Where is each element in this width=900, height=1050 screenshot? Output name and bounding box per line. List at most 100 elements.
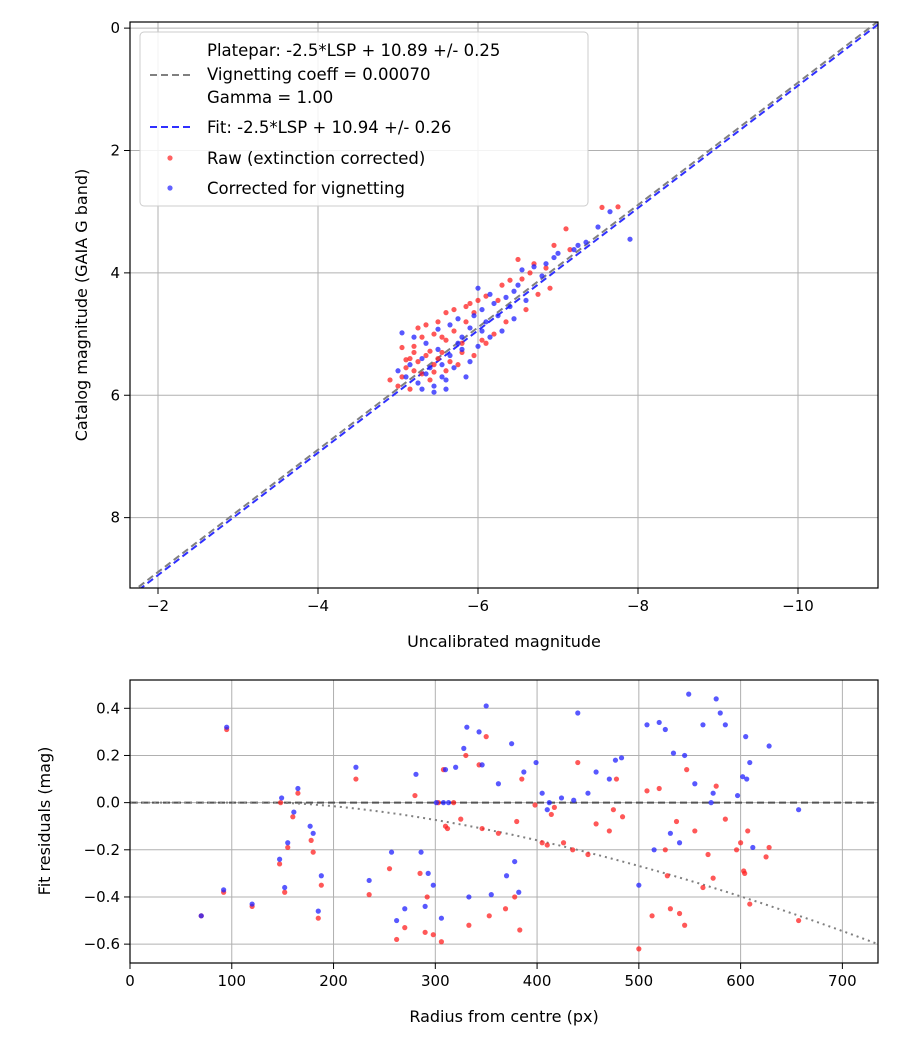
residuals-xlabel: Radius from centre (px) — [409, 1007, 598, 1026]
raw-point — [547, 285, 553, 291]
corrected-point — [488, 892, 494, 898]
corrected-point — [277, 856, 283, 862]
raw-point — [278, 800, 284, 806]
raw-point — [407, 355, 413, 362]
legend-corrected: Corrected for vignetting — [207, 179, 405, 198]
x-tick-label: 0 — [125, 972, 135, 990]
raw-point — [649, 913, 655, 919]
corrected-point — [750, 844, 756, 851]
corrected-point — [575, 242, 581, 248]
corrected-point — [279, 795, 285, 801]
corrected-point — [438, 915, 445, 921]
corrected-point — [353, 764, 359, 770]
corrected-point — [431, 383, 437, 389]
raw-point — [451, 800, 457, 806]
raw-point — [523, 306, 529, 313]
y-tick-label: 2 — [110, 141, 120, 159]
corrected-point — [499, 328, 505, 334]
calibration-ticks: −2 −4 −6 −8 −10 0 2 4 6 8 — [110, 19, 813, 615]
raw-point — [483, 340, 489, 346]
legend-raw-swatch — [167, 155, 173, 161]
corrected-point — [315, 908, 321, 914]
raw-point — [387, 377, 393, 383]
raw-point — [503, 319, 509, 325]
corrected-point — [440, 800, 447, 806]
raw-point — [722, 816, 728, 822]
raw-point — [615, 204, 621, 210]
corrected-point — [467, 325, 473, 331]
corrected-point — [447, 352, 453, 359]
corrected-point — [479, 328, 485, 334]
corrected-point — [476, 729, 482, 735]
corrected-point — [423, 340, 429, 346]
corrected-point — [682, 752, 688, 759]
corrected-point — [455, 316, 461, 322]
legend-corrected-swatch — [167, 185, 173, 191]
legend-gamma: Gamma = 1.00 — [207, 88, 333, 107]
raw-point — [318, 882, 324, 888]
corrected-point — [495, 781, 502, 787]
corrected-point — [555, 250, 561, 256]
corrected-point — [747, 759, 753, 766]
raw-point — [535, 291, 541, 297]
raw-point — [502, 906, 509, 912]
corrected-point — [459, 346, 465, 352]
raw-point — [575, 759, 581, 766]
x-tick-label: 100 — [217, 972, 246, 990]
corrected-point — [433, 800, 439, 806]
y-tick-label: 0.2 — [96, 746, 120, 764]
corrected-point — [651, 847, 657, 853]
raw-point — [560, 840, 567, 846]
corrected-point — [439, 362, 445, 368]
corrected-point — [507, 303, 513, 310]
corrected-point — [700, 722, 706, 728]
corrected-point — [407, 362, 413, 368]
corrected-point — [487, 291, 493, 297]
raw-point — [427, 377, 433, 383]
raw-point — [514, 818, 520, 825]
x-tick-label: 700 — [828, 972, 857, 990]
corrected-point — [461, 745, 467, 751]
raw-point — [411, 343, 417, 349]
raw-point — [662, 847, 668, 853]
raw-point — [543, 265, 549, 271]
corrected-point — [483, 319, 489, 325]
calibration-fit-lines — [135, 22, 878, 588]
corrected-point — [422, 903, 428, 910]
corrected-point — [692, 781, 698, 787]
corrected-point — [221, 887, 227, 893]
raw-point — [285, 844, 291, 851]
corrected-point — [511, 288, 517, 294]
raw-point — [738, 840, 744, 846]
raw-point — [399, 344, 405, 351]
raw-point — [479, 825, 485, 832]
fit-line-fit — [139, 23, 878, 588]
raw-point — [451, 306, 457, 313]
raw-point — [532, 802, 538, 808]
corrected-point — [708, 800, 714, 806]
corrected-point — [249, 901, 255, 907]
raw-point — [353, 776, 359, 782]
raw-point — [411, 368, 417, 374]
raw-point — [443, 337, 449, 343]
corrected-point — [593, 769, 599, 775]
corrected-point — [198, 913, 204, 919]
raw-point — [466, 922, 472, 928]
y-tick-label: 0 — [110, 19, 120, 37]
corrected-point — [467, 359, 473, 365]
corrected-point — [627, 236, 633, 242]
raw-point — [427, 348, 433, 354]
raw-point — [386, 866, 393, 872]
residuals-ylabel: Fit residuals (mag) — [35, 747, 54, 896]
raw-point — [451, 328, 457, 334]
corrected-point — [479, 762, 485, 768]
corrected-point — [512, 858, 518, 865]
raw-point — [475, 297, 481, 304]
corrected-point — [419, 386, 425, 392]
corrected-point — [388, 849, 395, 855]
corrected-point — [583, 239, 589, 245]
corrected-point — [710, 790, 716, 796]
residuals-points — [198, 691, 802, 952]
corrected-point — [636, 882, 642, 888]
raw-point — [585, 851, 591, 858]
